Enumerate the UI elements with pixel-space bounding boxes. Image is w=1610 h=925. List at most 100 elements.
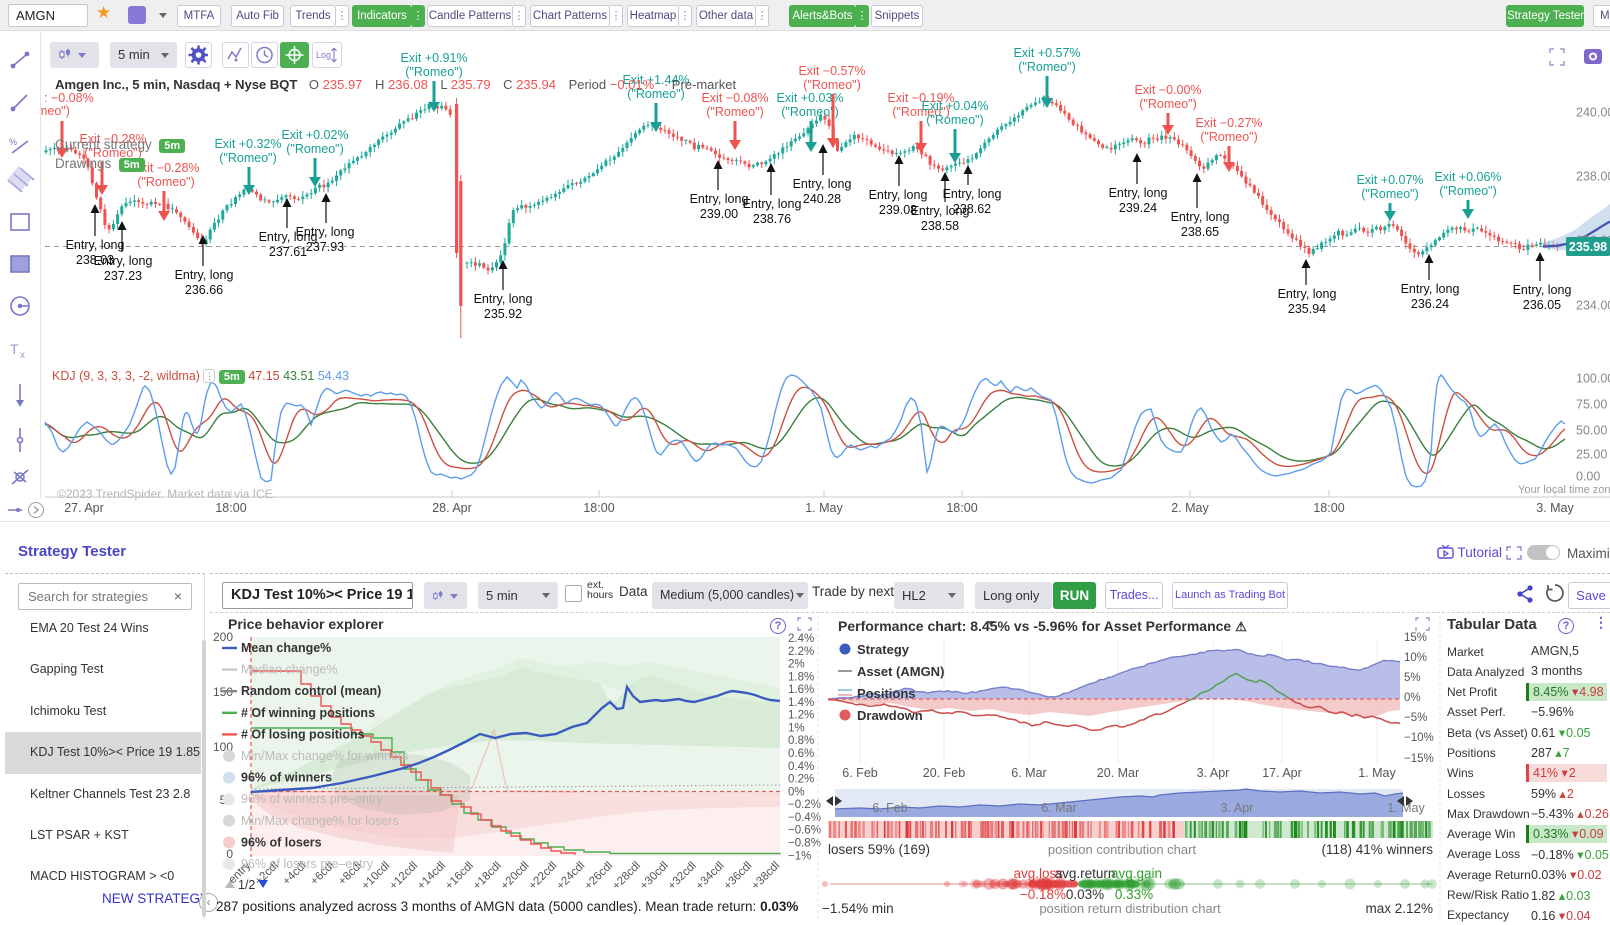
svg-text:+38cdl: +38cdl xyxy=(750,860,783,893)
svg-text:1. May: 1. May xyxy=(805,501,843,515)
svg-text:("Romeo"): ("Romeo") xyxy=(84,146,142,160)
svg-text:239.00: 239.00 xyxy=(700,207,738,221)
svg-text:+34cdl: +34cdl xyxy=(694,860,727,893)
svg-text:−5%: −5% xyxy=(1404,712,1427,724)
svg-text:("Romeo"): ("Romeo") xyxy=(1018,60,1076,74)
svg-text:Exit +0.02%: Exit +0.02% xyxy=(281,128,348,142)
svg-text:0: 0 xyxy=(226,847,233,861)
svg-text:+20cdl: +20cdl xyxy=(499,860,532,893)
svg-text:Exit +1.44%: Exit +1.44% xyxy=(622,73,689,87)
svg-text:1. May: 1. May xyxy=(1387,801,1425,815)
svg-text:3. Apr: 3. Apr xyxy=(1221,801,1254,815)
svg-text:("Romeo"): ("Romeo") xyxy=(1200,130,1258,144)
svg-text:20. Mar: 20. Mar xyxy=(1097,766,1139,780)
svg-text:("Romeo"): ("Romeo") xyxy=(706,105,764,119)
svg-text:+30cdl: +30cdl xyxy=(638,860,671,893)
svg-text:("Romeo"): ("Romeo") xyxy=(892,105,950,119)
svg-text:("Romeo"): ("Romeo") xyxy=(219,151,277,165)
svg-text:Random control (mean): Random control (mean) xyxy=(241,684,381,698)
svg-text:Drawdown: Drawdown xyxy=(857,708,923,723)
svg-text:+16cdl: +16cdl xyxy=(443,860,476,893)
svg-text:position contribution chart: position contribution chart xyxy=(1048,842,1197,857)
svg-text:6. Feb: 6. Feb xyxy=(842,766,877,780)
svg-text:+24cdl: +24cdl xyxy=(555,860,588,893)
svg-text:+26cdl: +26cdl xyxy=(582,860,615,893)
svg-text:Exit −0.08%: Exit −0.08% xyxy=(701,91,768,105)
svg-text:0.03%: 0.03% xyxy=(1066,887,1104,902)
svg-text:240.28: 240.28 xyxy=(803,192,841,206)
svg-text:("Romeo"): ("Romeo") xyxy=(1439,184,1497,198)
svg-text:avg.gain: avg.gain xyxy=(1111,866,1162,881)
svg-text:235.94: 235.94 xyxy=(1288,302,1326,316)
svg-text:position return distribution c: position return distribution chart xyxy=(1039,901,1221,916)
svg-text:Entry, long: Entry, long xyxy=(743,197,802,211)
svg-text:237.23: 237.23 xyxy=(104,269,142,283)
svg-text:238.03: 238.03 xyxy=(76,253,114,267)
svg-text:18:00: 18:00 xyxy=(215,501,246,515)
svg-text:+32cdl: +32cdl xyxy=(666,860,699,893)
svg-text:100.00: 100.00 xyxy=(1576,372,1610,386)
svg-text:−0.6%: −0.6% xyxy=(788,825,821,837)
svg-text:+28cdl: +28cdl xyxy=(610,860,643,893)
svg-text:75.00: 75.00 xyxy=(1576,398,1607,412)
svg-text:236.24: 236.24 xyxy=(1411,297,1449,311)
svg-text:("Romeo"): ("Romeo") xyxy=(781,105,839,119)
svg-text:1%: 1% xyxy=(788,722,805,734)
svg-text:Asset (AMGN): Asset (AMGN) xyxy=(857,664,944,679)
svg-text:+12cdl: +12cdl xyxy=(388,860,421,893)
svg-text:T: T xyxy=(10,341,19,357)
svg-text:+14cdl: +14cdl xyxy=(415,860,448,893)
svg-text:234.00: 234.00 xyxy=(1576,299,1610,313)
svg-text:18:00: 18:00 xyxy=(946,501,977,515)
svg-text:27. Apr: 27. Apr xyxy=(64,501,104,515)
svg-text:96% of winners: 96% of winners xyxy=(241,771,332,785)
svg-text:Exit +0.04%: Exit +0.04% xyxy=(921,99,988,113)
svg-text:2.4%: 2.4% xyxy=(788,633,814,645)
svg-text:: −0.08%: : −0.08% xyxy=(44,91,94,105)
svg-text:1.6%: 1.6% xyxy=(788,684,814,696)
svg-text:Entry, long: Entry, long xyxy=(1109,186,1168,200)
svg-text:0.8%: 0.8% xyxy=(788,735,814,747)
svg-text:2%: 2% xyxy=(788,659,805,671)
svg-text:Entry, long: Entry, long xyxy=(943,187,1002,201)
svg-text:max 2.12%: max 2.12% xyxy=(1365,901,1433,916)
svg-text:96% of winners pre–entry: 96% of winners pre–entry xyxy=(241,792,383,806)
svg-text:Exit −0.19%: Exit −0.19% xyxy=(887,91,954,105)
svg-text:Exit +0.91%: Exit +0.91% xyxy=(400,51,467,65)
svg-text:20. Feb: 20. Feb xyxy=(923,766,965,780)
svg-text:Entry, long: Entry, long xyxy=(1171,210,1230,224)
svg-text:−0.8%: −0.8% xyxy=(788,837,821,849)
svg-text:3. May: 3. May xyxy=(1536,501,1574,515)
svg-text:("Romeo"): ("Romeo") xyxy=(803,78,861,92)
svg-text:losers 59% (169): losers 59% (169) xyxy=(828,842,930,857)
svg-text:0.00: 0.00 xyxy=(1576,470,1600,484)
svg-text:("Romeo"): ("Romeo") xyxy=(627,87,685,101)
svg-text:Median change%: Median change% xyxy=(241,663,338,677)
svg-text:Entry, long: Entry, long xyxy=(690,192,749,206)
svg-text:©2023 TrendSpider. Market data: ©2023 TrendSpider. Market data via ICE. xyxy=(57,487,276,501)
svg-text:Entry, long: Entry, long xyxy=(1278,287,1337,301)
svg-text:237.93: 237.93 xyxy=(306,240,344,254)
svg-text:239.24: 239.24 xyxy=(1119,201,1157,215)
svg-text:Entry, long: Entry, long xyxy=(1401,282,1460,296)
svg-text:Min/Max change% for winners: Min/Max change% for winners xyxy=(241,749,408,763)
svg-text:50.00: 50.00 xyxy=(1576,424,1607,438)
svg-text:2.2%: 2.2% xyxy=(788,646,814,658)
svg-text:25.00: 25.00 xyxy=(1576,448,1607,462)
svg-text:x: x xyxy=(20,350,25,361)
svg-text:("Romeo"): ("Romeo") xyxy=(1139,97,1197,111)
svg-text:+22cdl: +22cdl xyxy=(527,860,560,893)
svg-text:(118) 41% winners: (118) 41% winners xyxy=(1321,842,1433,857)
svg-text:238.62: 238.62 xyxy=(953,202,991,216)
svg-text:Entry, long: Entry, long xyxy=(259,230,318,244)
svg-text:238.65: 238.65 xyxy=(1181,225,1219,239)
svg-text:Positions: Positions xyxy=(857,686,916,701)
svg-text:Exit −0.28%: Exit −0.28% xyxy=(79,132,146,146)
svg-text:0.33%: 0.33% xyxy=(1115,887,1153,902)
svg-text:2. May: 2. May xyxy=(1171,501,1209,515)
svg-text:239.08: 239.08 xyxy=(879,203,917,217)
svg-text:1/2: 1/2 xyxy=(238,878,255,892)
svg-text:3. Apr: 3. Apr xyxy=(1197,766,1230,780)
svg-text:18:00: 18:00 xyxy=(583,501,614,515)
svg-text:# Of losing positions: # Of losing positions xyxy=(241,727,365,741)
